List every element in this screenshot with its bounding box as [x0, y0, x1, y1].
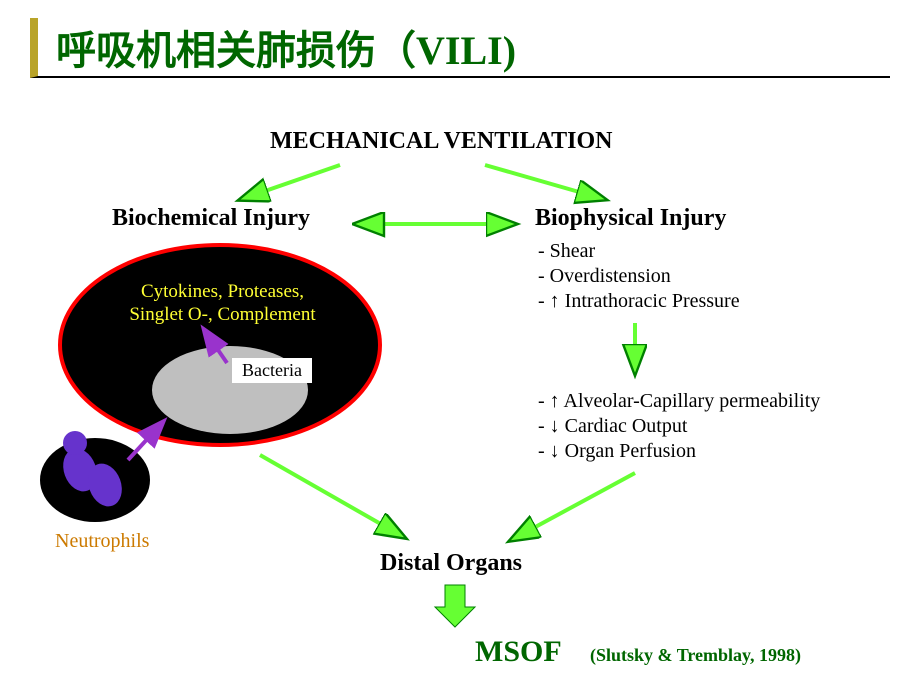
top-label: MECHANICAL VENTILATION [270, 128, 613, 155]
bacteria-label: Bacteria [232, 358, 312, 383]
cell-text-line2: Singlet O-, Complement [110, 303, 335, 327]
neutrophils-label: Neutrophils [55, 530, 149, 553]
arrow-bidirectional [345, 214, 525, 234]
arrow-top-right [475, 160, 615, 205]
msof-label: MSOF [475, 635, 562, 669]
right-list2-line2: - ↓ Cardiac Output [538, 413, 687, 439]
arrow-right-down [620, 318, 650, 378]
cell-text-line1: Cytokines, Proteases, [110, 280, 335, 304]
page-title: 呼吸机相关肺损伤（VILI) [56, 18, 516, 76]
citation-label: (Slutsky & Tremblay, 1998) [590, 645, 801, 666]
right-list1-line2: - Overdistension [538, 263, 671, 289]
arrow-cell-distal [250, 450, 420, 550]
arrow-top-left [230, 160, 350, 205]
arrow-bacteria-up [195, 325, 235, 367]
title-bar: 呼吸机相关肺损伤（VILI) [30, 18, 890, 78]
arrow-neutrophil-cell [120, 415, 175, 470]
arrow-distal-msof [430, 582, 480, 632]
right-list2-line1: - ↑ Alveolar-Capillary permeability [538, 388, 820, 414]
right-list1-line3: - ↑ Intrathoracic Pressure [538, 288, 740, 314]
distal-label: Distal Organs [380, 550, 522, 577]
right-list1-line1: - Shear [538, 238, 595, 264]
left-heading: Biochemical Injury [112, 205, 310, 232]
arrow-right-distal [500, 468, 650, 548]
right-heading: Biophysical Injury [535, 205, 726, 232]
right-list2-line3: - ↓ Organ Perfusion [538, 438, 696, 464]
